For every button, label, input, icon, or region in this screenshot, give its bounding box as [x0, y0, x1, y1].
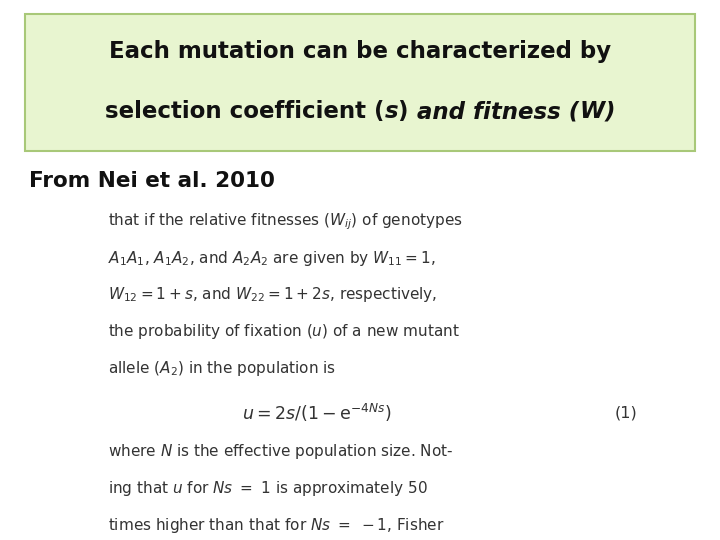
Text: $A_1A_1$, $A_1A_2$, and $A_2A_2$ are given by $W_{11} = 1$,: $A_1A_1$, $A_1A_2$, and $A_2A_2$ are giv…: [108, 248, 436, 268]
Text: Each mutation can be characterized by: Each mutation can be characterized by: [109, 40, 611, 63]
Text: $W_{12} = 1 + s$, and $W_{22} = 1 + 2s$, respectively,: $W_{12} = 1 + s$, and $W_{22} = 1 + 2s$,…: [108, 285, 437, 305]
Text: W: W: [579, 100, 604, 123]
Text: that if the relative fitnesses ($W_{ij}$) of genotypes: that if the relative fitnesses ($W_{ij}$…: [108, 211, 463, 232]
Text: From Nei et al. 2010: From Nei et al. 2010: [29, 171, 274, 191]
Text: ing that $u$ for $Ns\ =\ 1$ is approximately 50: ing that $u$ for $Ns\ =\ 1$ is approxima…: [108, 479, 428, 498]
FancyBboxPatch shape: [25, 14, 695, 151]
Text: allele ($A_2$) in the population is: allele ($A_2$) in the population is: [108, 359, 336, 378]
Text: (1): (1): [615, 406, 638, 421]
Text: times higher than that for $Ns\ =\ -1$, Fisher: times higher than that for $Ns\ =\ -1$, …: [108, 516, 444, 535]
Text: s: s: [384, 100, 398, 123]
Text: the probability of fixation ($u$) of a new mutant: the probability of fixation ($u$) of a n…: [108, 322, 459, 341]
Text: and fitness (: and fitness (: [417, 100, 579, 123]
Text: ): ): [398, 100, 417, 123]
Text: $u = 2s/(1 - \mathrm{e}^{-4Ns})$: $u = 2s/(1 - \mathrm{e}^{-4Ns})$: [242, 402, 392, 424]
Text: ): ): [604, 100, 615, 123]
Text: where $N$ is the effective population size. Not-: where $N$ is the effective population si…: [108, 442, 454, 462]
Text: selection coefficient (: selection coefficient (: [105, 100, 384, 123]
